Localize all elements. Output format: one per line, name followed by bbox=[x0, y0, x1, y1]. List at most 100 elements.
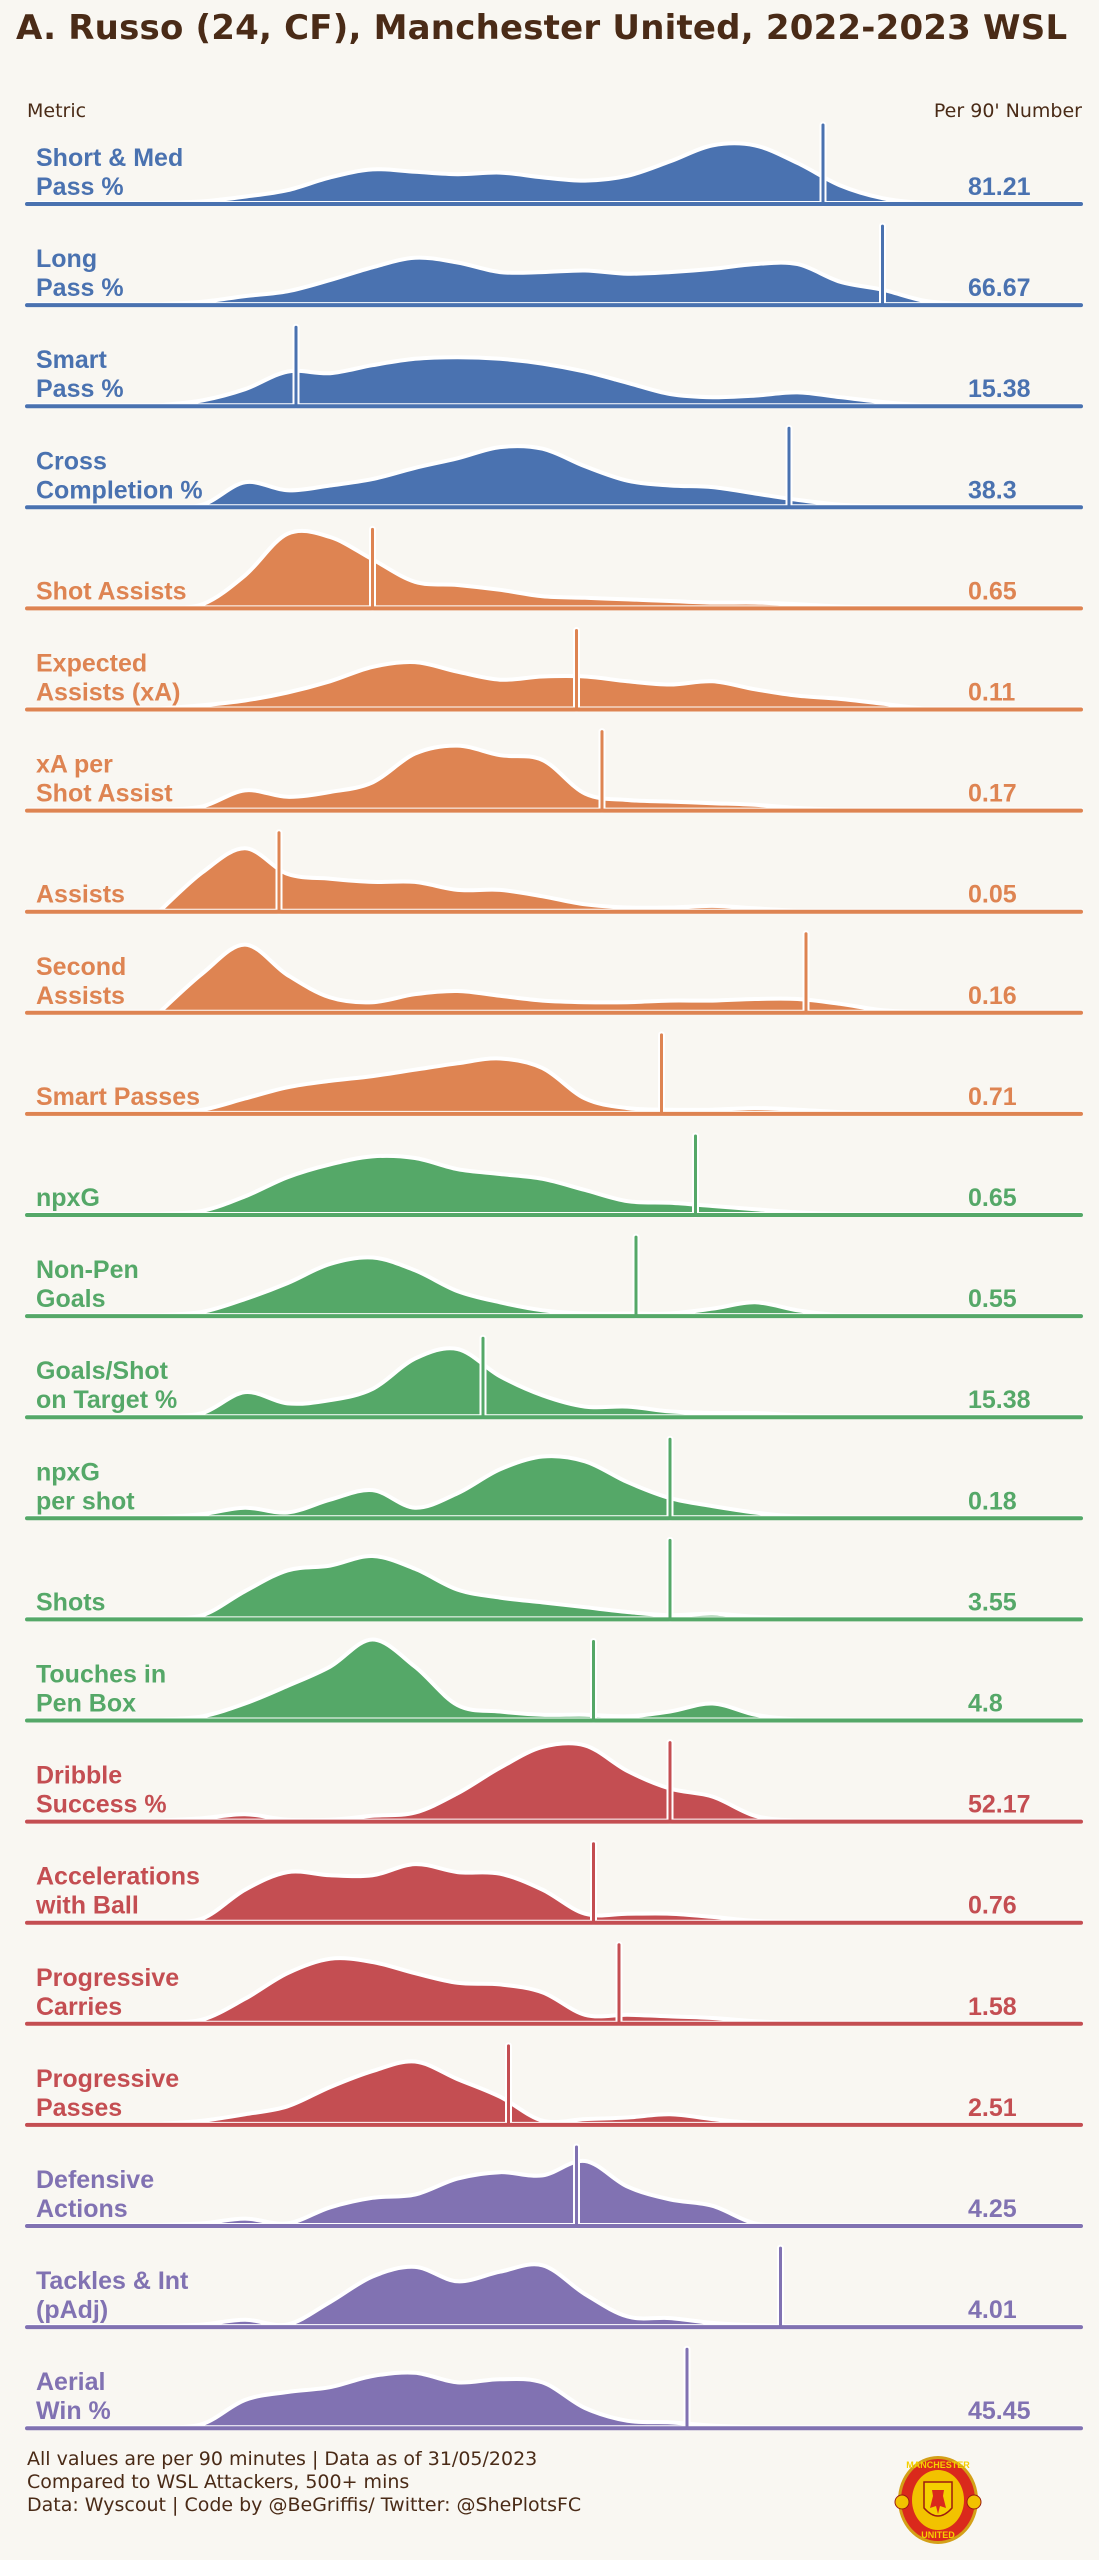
metric-label: Pen Box bbox=[36, 1690, 136, 1718]
crest-text-top: MANCHESTER bbox=[906, 2460, 970, 2470]
metric-value: 0.71 bbox=[968, 1083, 1017, 1111]
metric-value: 0.18 bbox=[968, 1487, 1017, 1515]
metric-label: Pass % bbox=[36, 274, 124, 302]
density-area bbox=[25, 1153, 1083, 1217]
footer-line-3: Data: Wyscout | Code by @BeGriffis/ Twit… bbox=[27, 2494, 582, 2516]
metric-label: Smart bbox=[36, 346, 108, 374]
density-area bbox=[25, 942, 1083, 1014]
metric-label: Assists bbox=[36, 982, 125, 1010]
metric-value: 4.01 bbox=[968, 2296, 1017, 2324]
metric-label: npxG bbox=[36, 1458, 100, 1486]
density-area bbox=[25, 141, 1083, 206]
footer-notes: All values are per 90 minutes | Data as … bbox=[27, 2448, 581, 2517]
chart-title: A. Russo (24, CF), Manchester United, 20… bbox=[16, 8, 1068, 48]
metric-value: 4.8 bbox=[968, 1690, 1003, 1718]
metric-value: 52.17 bbox=[968, 1791, 1031, 1819]
metric-label: Shot Assist bbox=[36, 780, 173, 808]
metric-value: 0.65 bbox=[968, 1184, 1017, 1212]
metric-value: 0.65 bbox=[968, 577, 1017, 605]
metric-label: with Ball bbox=[35, 1892, 139, 1920]
metric-value: 0.17 bbox=[968, 780, 1017, 808]
metric-label: Pass % bbox=[36, 173, 124, 201]
metric-label: xA per bbox=[36, 751, 113, 779]
ridge-row: Smart Passes 0.71 bbox=[25, 1031, 1083, 1117]
metric-label: Assists (xA) bbox=[36, 679, 181, 707]
metric-label: Short & Med bbox=[36, 144, 183, 172]
metric-label: Progressive bbox=[36, 2065, 179, 2093]
density-area bbox=[25, 255, 1083, 307]
density-area bbox=[25, 2059, 1083, 2126]
metric-label: Expected bbox=[36, 650, 147, 678]
density-area bbox=[25, 846, 1083, 913]
density-area bbox=[25, 2158, 1083, 2228]
ridge-row: Tackles & Int(pAdj) 4.01 bbox=[25, 2244, 1083, 2330]
density-area bbox=[25, 1956, 1083, 2025]
metric-label: on Target % bbox=[36, 1386, 177, 1414]
metric-value: 0.55 bbox=[968, 1285, 1017, 1313]
metric-label: Pass % bbox=[36, 375, 124, 403]
density-area bbox=[25, 1255, 1083, 1318]
metric-value: 3.55 bbox=[968, 1588, 1017, 1616]
density-area bbox=[25, 1637, 1083, 1722]
metric-value: 15.38 bbox=[968, 375, 1031, 403]
metric-label: Goals bbox=[36, 1285, 105, 1313]
metric-value: 0.76 bbox=[968, 1892, 1017, 1920]
metric-value: 0.05 bbox=[968, 881, 1017, 909]
metric-value: 0.11 bbox=[968, 679, 1015, 707]
metric-value: 38.3 bbox=[968, 476, 1017, 504]
metric-label: Carries bbox=[36, 1993, 122, 2021]
metric-label: Second bbox=[36, 953, 126, 981]
density-area bbox=[25, 355, 1083, 408]
metric-label: Non-Pen bbox=[36, 1256, 139, 1284]
footer-line-1: All values are per 90 minutes | Data as … bbox=[27, 2448, 538, 2470]
metric-label: Smart Passes bbox=[36, 1083, 200, 1111]
density-area bbox=[25, 743, 1083, 812]
density-area bbox=[25, 1454, 1083, 1520]
metric-label: Aerial bbox=[36, 2368, 105, 2396]
metric-label: Completion % bbox=[36, 476, 203, 504]
metric-label: per shot bbox=[36, 1487, 135, 1515]
density-area bbox=[25, 1553, 1083, 1621]
metric-label: Passes bbox=[36, 2094, 122, 2122]
metric-label: (pAdj) bbox=[36, 2296, 108, 2324]
density-area bbox=[25, 1741, 1083, 1823]
metric-value: 81.21 bbox=[968, 173, 1031, 201]
value-column-header: Per 90' Number bbox=[933, 100, 1082, 122]
metric-label: Accelerations bbox=[36, 1863, 200, 1891]
metric-label: Tackles & Int bbox=[36, 2267, 189, 2295]
metric-label: Dribble bbox=[36, 1762, 122, 1790]
metric-value: 1.58 bbox=[968, 1993, 1017, 2021]
manchester-united-crest-icon: MANCHESTER UNITED bbox=[894, 2456, 982, 2544]
ridge-row: Assists 0.05 bbox=[25, 829, 1083, 915]
metric-value: 45.45 bbox=[968, 2397, 1031, 2425]
metric-label: Success % bbox=[36, 1791, 167, 1819]
metric-label: Progressive bbox=[36, 1964, 179, 1992]
metric-label: Win % bbox=[36, 2397, 111, 2425]
metric-label: Defensive bbox=[36, 2166, 154, 2194]
ridge-row: Shots 3.55 bbox=[25, 1536, 1083, 1622]
metric-label: Actions bbox=[36, 2195, 128, 2223]
ridge-row: npxG 0.65 bbox=[25, 1132, 1083, 1218]
metric-value: 2.51 bbox=[968, 2094, 1017, 2122]
metric-value: 0.16 bbox=[968, 982, 1017, 1010]
density-area bbox=[25, 1346, 1083, 1419]
crest-text-bottom: UNITED bbox=[921, 2530, 955, 2540]
metric-column-header: Metric bbox=[27, 100, 87, 122]
density-area bbox=[25, 659, 1083, 711]
metric-label: Long bbox=[36, 245, 97, 273]
